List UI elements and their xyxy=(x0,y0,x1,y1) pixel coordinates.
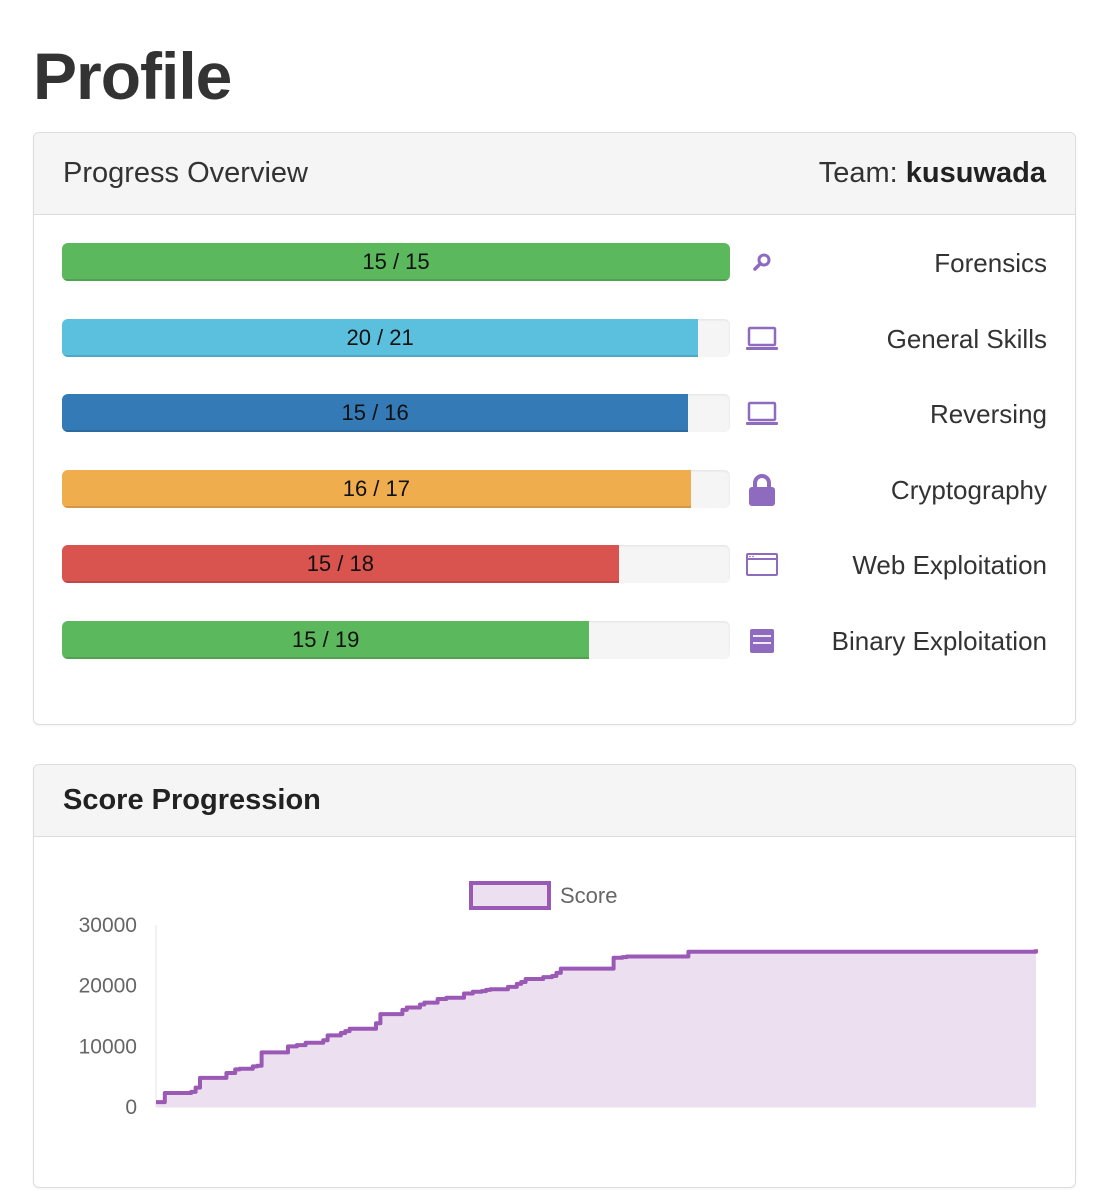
category-label: Binary Exploitation xyxy=(831,626,1047,656)
category-label: Reversing xyxy=(929,399,1047,429)
team-label: Team: xyxy=(818,157,898,189)
progress-bar-general-skills: 20 / 21 xyxy=(62,319,699,357)
y-tick-label: 20000 xyxy=(79,975,137,998)
search-icon xyxy=(744,245,780,281)
progress-overview-panel: Progress Overview Team: kusuwada 15 / 15… xyxy=(33,132,1076,725)
progress-bar-reversing: 15 / 16 xyxy=(62,394,689,432)
category-label: Web Exploitation xyxy=(852,550,1047,580)
y-tick-label: 0 xyxy=(125,1096,137,1119)
progress-text: 15 / 15 xyxy=(362,249,430,274)
progress-text: 16 / 17 xyxy=(342,476,410,501)
browser-window-icon xyxy=(744,547,780,583)
progress-bar-track: 20 / 21 xyxy=(62,319,730,357)
category-row-cryptography: 16 / 17 Cryptography xyxy=(62,470,1047,510)
category-row-web-exploitation: 15 / 18 Web Exploitation xyxy=(62,545,1047,585)
progress-overview-title: Progress Overview xyxy=(63,157,308,189)
team-info: Team: kusuwada xyxy=(819,157,1046,190)
legend-label[interactable]: Score xyxy=(560,883,617,908)
progress-bar-track: 15 / 16 xyxy=(62,394,730,432)
progress-bar-track: 15 / 15 xyxy=(62,243,730,281)
team-name[interactable]: kusuwada xyxy=(905,157,1046,189)
progress-bar-track: 15 / 18 xyxy=(62,545,730,583)
progress-text: 15 / 18 xyxy=(306,551,374,576)
progress-bar-binary-exploitation: 15 / 19 xyxy=(62,621,590,659)
progress-text: 20 / 21 xyxy=(346,325,414,350)
progress-text: 15 / 16 xyxy=(341,400,409,425)
progress-bar-forensics: 15 / 15 xyxy=(62,243,730,281)
category-row-reversing: 15 / 16 Reversing xyxy=(62,394,1047,434)
score-chart-svg: Score 30000 20000 10000 0 xyxy=(79,881,1038,1119)
category-label: Cryptography xyxy=(890,475,1047,505)
score-chart: Score 30000 20000 10000 0 xyxy=(34,837,1075,1187)
y-tick-label: 10000 xyxy=(79,1035,137,1058)
laptop-icon xyxy=(744,321,780,357)
progress-text: 15 / 19 xyxy=(292,627,360,652)
score-line xyxy=(156,949,1038,1105)
lock-icon xyxy=(744,472,780,508)
progress-bar-web-exploitation: 15 / 18 xyxy=(62,545,619,583)
score-progression-panel: Score Progression Score 30000 20000 10000 0 xyxy=(33,764,1076,1188)
page-title: Profile xyxy=(33,39,232,113)
progress-bar-cryptography: 16 / 17 xyxy=(62,470,691,508)
laptop-icon xyxy=(744,396,780,432)
score-area xyxy=(156,949,1036,1107)
progress-overview-heading: Progress Overview Team: kusuwada xyxy=(34,133,1075,215)
category-label: General Skills xyxy=(886,324,1047,354)
y-tick-label: 30000 xyxy=(79,914,137,937)
binary-file-icon xyxy=(744,623,780,659)
score-progression-heading: Score Progression xyxy=(34,765,1075,837)
score-progression-title: Score Progression xyxy=(63,784,321,816)
category-row-general-skills: 20 / 21 General Skills xyxy=(62,319,1047,359)
progress-bar-track: 15 / 19 xyxy=(62,621,730,659)
progress-bar-track: 16 / 17 xyxy=(62,470,730,508)
category-row-binary-exploitation: 15 / 19 Binary Exploitation xyxy=(62,621,1047,661)
category-label: Forensics xyxy=(934,248,1047,278)
category-row-forensics: 15 / 15 Forensics xyxy=(62,243,1047,283)
legend-swatch[interactable] xyxy=(469,881,551,910)
